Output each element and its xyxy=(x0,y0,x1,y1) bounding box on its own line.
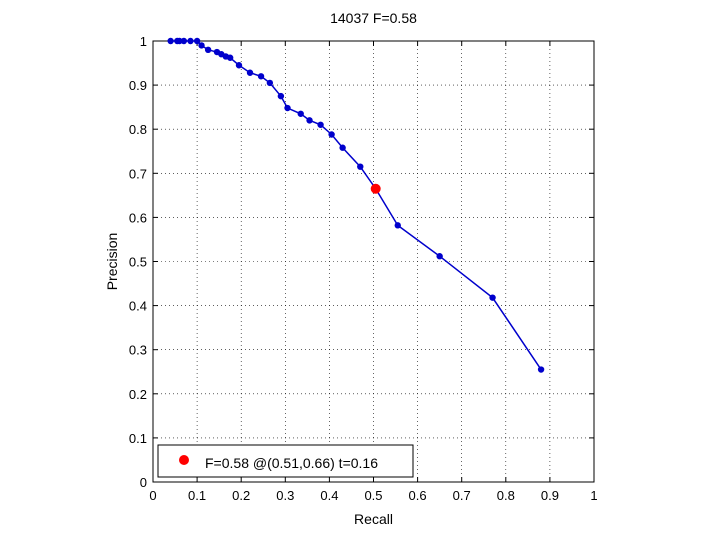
y-tick-label: 0.7 xyxy=(129,166,147,181)
legend-text: F=0.58 @(0.51,0.66) t=0.16 xyxy=(205,455,378,471)
x-tick-label: 0 xyxy=(149,488,156,503)
x-tick-label: 0.4 xyxy=(320,488,338,503)
data-point xyxy=(339,144,346,151)
x-tick-label: 0.2 xyxy=(232,488,250,503)
y-axis-label: Precision xyxy=(104,233,120,291)
series-group xyxy=(167,37,545,373)
grid-lines xyxy=(153,41,594,482)
y-tick-label: 0.6 xyxy=(129,210,147,225)
y-tick-label: 0.4 xyxy=(129,299,147,314)
y-tick-label: 0.9 xyxy=(129,78,147,93)
y-tick-label: 0.1 xyxy=(129,431,147,446)
data-point xyxy=(284,104,291,112)
x-tick-label: 0.7 xyxy=(453,488,471,503)
best-f-point xyxy=(370,183,381,194)
x-tick-label: 0.5 xyxy=(364,488,382,503)
data-point xyxy=(489,294,496,301)
x-tick-labels: 0 0.1 0.2 0.3 0.4 0.5 0.6 0.7 0.8 0.9 1 xyxy=(149,488,597,503)
y-tick-labels: 0 0.1 0.2 0.3 0.4 0.5 0.6 0.7 0.8 0.9 1 xyxy=(129,34,147,490)
data-point xyxy=(436,253,443,260)
y-tick-label: 0 xyxy=(140,475,147,490)
y-tick-label: 0.5 xyxy=(129,255,147,270)
data-point xyxy=(193,37,201,45)
x-tick-label: 0.8 xyxy=(497,488,515,503)
y-tick-label: 1 xyxy=(140,34,147,49)
data-point xyxy=(277,92,285,100)
data-point xyxy=(257,73,265,80)
x-axis-label: Recall xyxy=(354,511,393,527)
data-point xyxy=(246,69,254,76)
x-tick-label: 0.3 xyxy=(276,488,294,503)
x-tick-label: 1 xyxy=(590,488,597,503)
y-tick-label: 0.2 xyxy=(129,387,147,402)
data-point xyxy=(204,46,212,54)
data-point xyxy=(537,366,545,373)
x-tick-label: 0.6 xyxy=(409,488,427,503)
data-point xyxy=(357,163,364,170)
legend: F=0.58 @(0.51,0.66) t=0.16 xyxy=(157,444,414,478)
data-point xyxy=(317,121,324,128)
data-point xyxy=(306,117,313,124)
x-tick-label: 0.9 xyxy=(541,488,559,503)
data-point xyxy=(266,79,274,87)
data-point xyxy=(167,37,174,45)
legend-box xyxy=(157,444,414,478)
y-tick-label: 0.3 xyxy=(129,343,147,358)
data-point xyxy=(328,131,335,138)
data-point xyxy=(176,37,183,45)
data-point xyxy=(297,110,304,117)
chart-title: 14037 F=0.58 xyxy=(330,10,417,26)
data-point xyxy=(187,37,194,45)
data-point xyxy=(235,62,243,69)
y-tick-label: 0.8 xyxy=(129,122,147,137)
data-point xyxy=(180,37,188,45)
data-point xyxy=(198,42,205,49)
x-tick-label: 0.1 xyxy=(188,488,206,503)
legend-marker xyxy=(179,455,189,465)
data-point xyxy=(226,54,234,61)
data-point xyxy=(394,222,401,229)
